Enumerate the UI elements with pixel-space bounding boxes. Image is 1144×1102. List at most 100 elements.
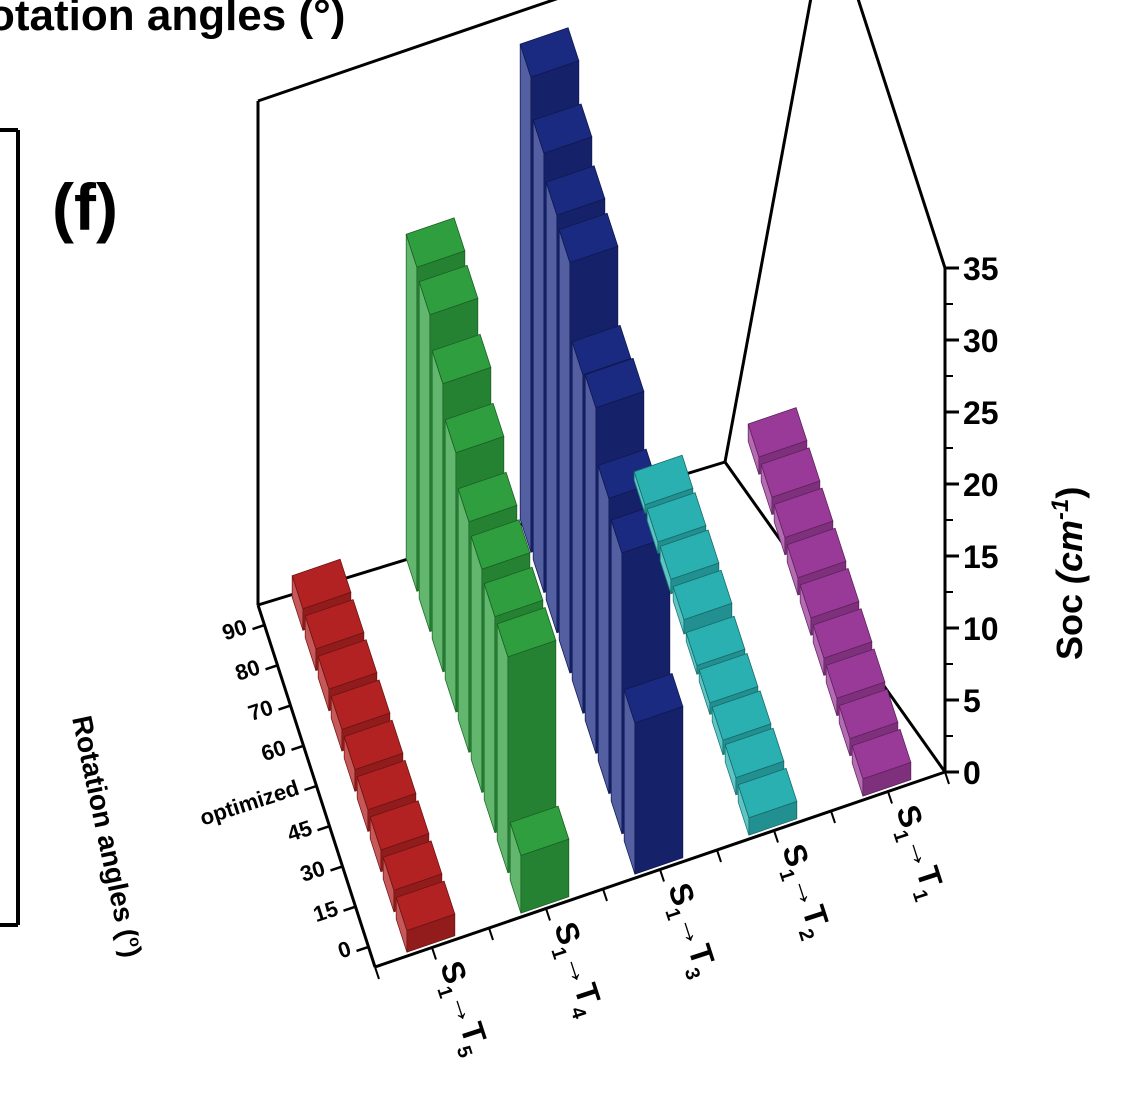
bars: [291, 27, 912, 953]
bar-top-face: [405, 217, 466, 268]
angle-tick-label: 15: [310, 896, 341, 927]
transition-label-S1→T2: S1→T2: [768, 840, 839, 944]
bar-top-face: [356, 759, 417, 811]
bar-top-face: [317, 639, 378, 690]
series-S1→T5: [291, 558, 456, 953]
bar-top-face: [646, 492, 707, 543]
bar-top-face: [698, 652, 759, 704]
axis-frame-line: [723, 0, 813, 463]
bar-left-face: [532, 120, 545, 593]
angle-tick: [330, 865, 343, 872]
bar-top-face: [685, 615, 746, 667]
panel-label: (f): [52, 170, 118, 244]
bar-S1→T4-0: [509, 805, 570, 914]
angle-tick-label: 80: [232, 654, 263, 685]
z-tick-label: 5: [963, 683, 981, 719]
bar-left-face: [584, 374, 597, 754]
transition-minor-tick: [773, 830, 779, 843]
angle-tick-label: 30: [297, 855, 328, 886]
transition-minor-tick: [431, 947, 437, 960]
bar-left-face: [571, 341, 584, 714]
transition-minor-tick: [659, 869, 665, 882]
bar-top-face: [496, 606, 557, 658]
bar-left-face: [597, 465, 610, 794]
transition-label-S1→T4: S1→T4: [540, 918, 612, 1023]
bar-top-face: [737, 767, 798, 819]
series-S1→T3: [519, 27, 684, 875]
angle-tick: [343, 905, 356, 912]
bar-left-face: [457, 488, 470, 753]
bar-left-face: [418, 281, 431, 632]
bar-top-face: [457, 471, 518, 523]
bar-top-face: [470, 519, 531, 570]
bar-top-face: [558, 212, 619, 264]
series-S1→T2: [633, 454, 798, 836]
z-tick-label: 15: [963, 539, 999, 575]
bar-top-face: [747, 407, 808, 458]
z-tick-label: 0: [963, 755, 981, 791]
bar-left-face: [610, 519, 623, 834]
axis-frame-line: [257, 0, 558, 103]
transition-minor-tick: [830, 810, 836, 824]
angle-tick-label: 60: [258, 735, 289, 766]
rotation-axis-label: Rotation angles (o): [66, 713, 148, 960]
bar-left-face: [483, 583, 496, 833]
bar-top-face: [786, 527, 847, 579]
angle-tick: [317, 825, 330, 832]
transition-label-S1→T1: S1→T1: [882, 801, 953, 905]
transition-minor-tick: [887, 791, 893, 804]
transition-minor-tick: [545, 908, 551, 921]
z-tick-label: 20: [963, 467, 999, 503]
bar-top-face: [851, 728, 912, 780]
z-tick-label: 10: [963, 611, 999, 647]
bar-S1→T2-0: [737, 767, 798, 836]
bar-top-face: [418, 264, 479, 316]
bar-top-face: [395, 880, 456, 932]
bar-top-face: [659, 529, 720, 580]
bar-top-face: [343, 719, 404, 771]
bar-top-face: [799, 567, 860, 619]
transition-minor-tick: [374, 966, 380, 980]
bar-S1→T2-60: [672, 569, 733, 635]
angle-tick-label: 70: [245, 695, 276, 726]
angle-tick-label: 90: [219, 614, 250, 645]
bar-top-face: [444, 402, 505, 454]
transition-label-S1→T5: S1→T5: [426, 957, 497, 1061]
z-tick-label: 30: [963, 323, 999, 359]
series-S1→T4: [405, 217, 570, 914]
transition-minor-tick: [716, 849, 722, 863]
bar-left-face: [558, 229, 571, 674]
transition-minor-tick: [488, 927, 494, 941]
bar-top-face: [330, 679, 391, 730]
z-tick-label: 25: [963, 395, 999, 431]
z-tick-label: 35: [963, 251, 999, 287]
bar-front-face: [634, 705, 684, 875]
angle-tick-label: 0: [335, 936, 354, 964]
bar-top-face: [545, 165, 606, 216]
bar-top-face: [812, 608, 873, 659]
bar-top-face: [369, 800, 430, 851]
angle-tick: [265, 664, 278, 671]
bar-top-face: [633, 454, 694, 506]
bar-top-face: [304, 599, 365, 650]
angle-tick: [304, 784, 317, 792]
angle-tick: [252, 623, 265, 631]
bar-left-face: [470, 536, 483, 793]
angle-tick: [356, 945, 369, 953]
bar-top-face: [483, 566, 544, 618]
bar-left-face: [519, 43, 532, 553]
bar-S1→T1-0: [851, 728, 912, 797]
bar-top-face: [838, 688, 899, 740]
bar-top-face: [825, 648, 886, 699]
bar-top-face: [724, 727, 785, 779]
bar-top-face: [519, 27, 580, 78]
bar-left-face: [405, 234, 418, 592]
cut-off-top-text: otation angles (°): [0, 0, 345, 40]
bar-top-face: [623, 672, 684, 724]
bar-top-face: [584, 357, 645, 409]
bar-top-face: [291, 558, 352, 610]
bar-top-face: [672, 569, 733, 621]
z-axis: 0 5 10 15 20 25 30 35 Soc (cm-1): [945, 251, 1090, 791]
bar-top-face: [532, 103, 593, 154]
